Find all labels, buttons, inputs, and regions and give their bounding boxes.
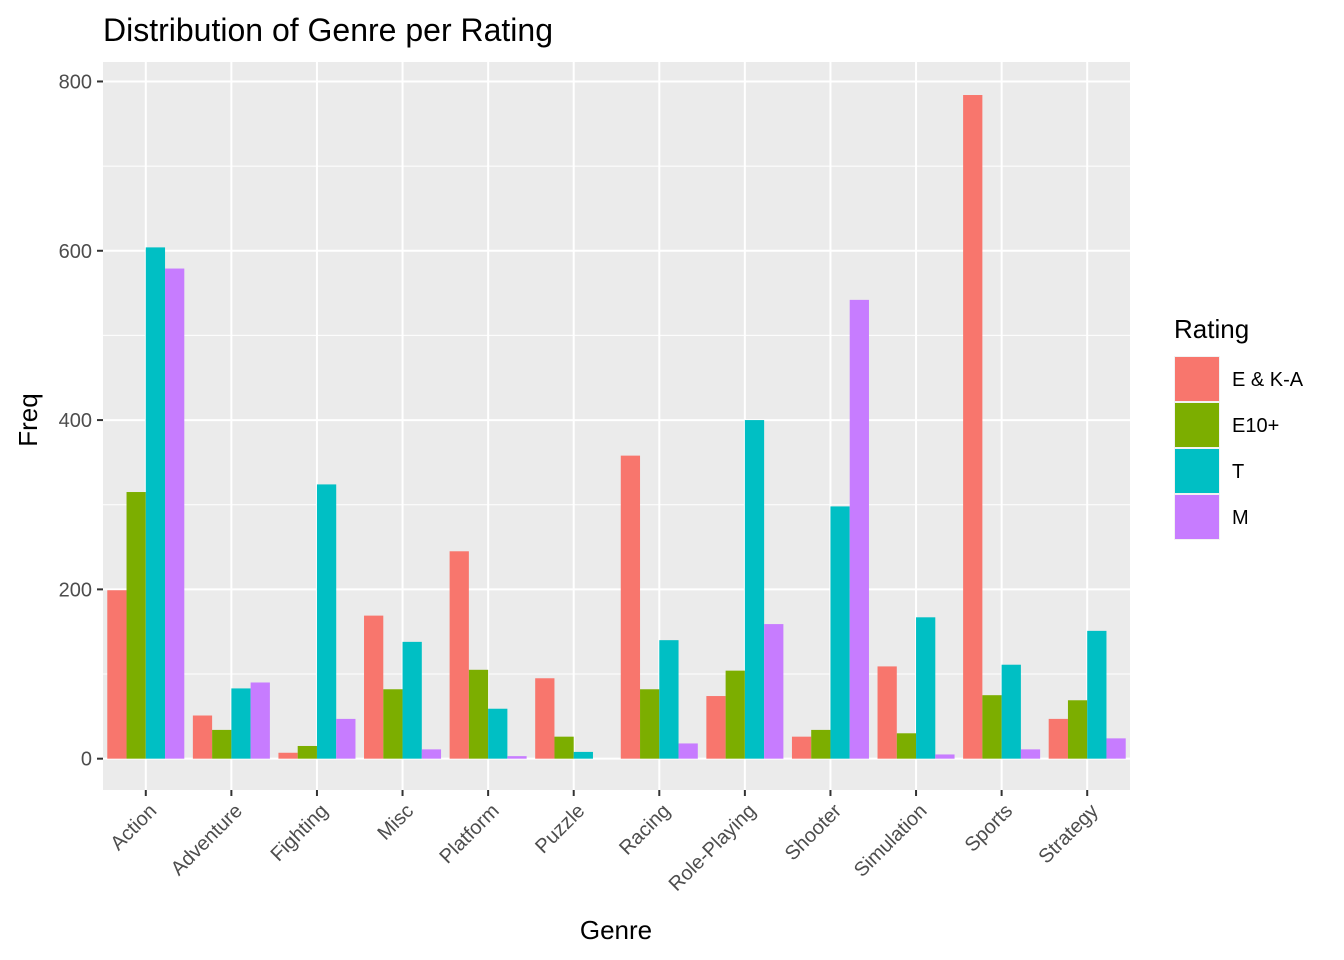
legend-swatch <box>1175 495 1219 539</box>
x-tick-label: Sports <box>961 800 1017 856</box>
x-tick-label: Action <box>106 800 161 855</box>
bar-m-platform <box>507 756 527 759</box>
bar-m-role-playing <box>764 624 784 759</box>
bar-t-simulation <box>916 617 936 759</box>
bar-m-fighting <box>336 718 356 759</box>
bar-e-k-a-sports <box>963 95 983 759</box>
x-tick-label: Strategy <box>1035 800 1103 868</box>
x-axis: Action Adventure Fighting Misc Platform Puzzl… <box>106 790 1103 896</box>
x-tick-label: Puzzle <box>531 800 589 858</box>
bar-t-misc <box>402 641 422 759</box>
bar-m-misc <box>421 749 442 759</box>
bar-t-puzzle <box>573 751 593 759</box>
bar-e10--fighting <box>297 745 317 759</box>
bar-e10--strategy <box>1067 700 1088 759</box>
bar-e10--racing <box>640 689 660 759</box>
bar-t-adventure <box>231 688 251 759</box>
bar-m-sports <box>1020 749 1041 759</box>
bar-e-k-a-puzzle <box>535 678 555 759</box>
bar-e-k-a-simulation <box>877 666 897 759</box>
x-axis-title: Genre <box>580 915 652 945</box>
bar-m-shooter <box>849 299 869 759</box>
bar-e-k-a-racing <box>620 455 641 759</box>
bar-m-action <box>165 268 185 759</box>
y-tick-label: 200 <box>59 579 92 601</box>
bar-e-k-a-role-playing <box>706 696 726 759</box>
chart-title: Distribution of Genre per Rating <box>103 12 553 48</box>
y-tick-label: 800 <box>59 71 92 93</box>
bar-t-shooter <box>830 506 850 759</box>
bar-e-k-a-misc <box>364 615 384 759</box>
bar-e10--adventure <box>212 729 232 759</box>
y-axis: 0 200 400 600 800 <box>59 71 103 771</box>
bar-e10--platform <box>468 669 489 759</box>
x-tick-label: Platform <box>435 800 503 868</box>
x-tick-label: Shooter <box>781 800 846 865</box>
panel-background <box>103 62 1130 790</box>
bar-e-k-a-fighting <box>278 752 298 759</box>
bar-e10--action <box>126 492 146 759</box>
y-tick-label: 400 <box>59 410 92 432</box>
bar-e10--role-playing <box>725 670 745 759</box>
x-tick-label: Fighting <box>267 800 333 866</box>
bar-e-k-a-adventure <box>192 715 213 759</box>
bar-m-racing <box>678 743 698 759</box>
y-tick-label: 0 <box>81 749 92 771</box>
x-tick-label: Adventure <box>167 800 247 880</box>
bar-t-sports <box>1001 664 1021 759</box>
bar-t-action <box>145 247 166 759</box>
bar-e-k-a-platform <box>449 551 469 759</box>
legend-label: M <box>1232 507 1249 529</box>
bar-e-k-a-shooter <box>791 736 812 759</box>
legend-label: T <box>1232 461 1244 483</box>
x-tick-label: Simulation <box>850 800 932 882</box>
x-tick-label: Misc <box>373 800 418 845</box>
y-axis-title: Freq <box>13 393 43 446</box>
legend-label: E & K-A <box>1232 369 1304 391</box>
bar-m-adventure <box>250 682 270 759</box>
legend-swatch <box>1175 357 1219 401</box>
legend-label: E10+ <box>1232 415 1279 437</box>
bar-t-strategy <box>1087 630 1107 759</box>
bar-e-k-a-strategy <box>1048 718 1068 759</box>
plot-panel <box>103 62 1130 790</box>
bar-e10--sports <box>982 695 1002 759</box>
legend: Rating E & K-A E10+ T M <box>1174 314 1304 540</box>
legend-swatch <box>1175 449 1219 493</box>
bar-e-k-a-action <box>107 590 127 759</box>
bar-t-fighting <box>316 484 337 759</box>
legend-swatch <box>1175 403 1219 447</box>
bar-e10--shooter <box>811 729 831 759</box>
x-tick-label: Racing <box>615 800 675 860</box>
bar-m-strategy <box>1106 738 1126 759</box>
x-tick-label: Role-Playing <box>665 800 761 896</box>
y-tick-label: 600 <box>59 241 92 263</box>
legend-title: Rating <box>1174 314 1249 344</box>
bar-e10--simulation <box>896 733 917 759</box>
bar-t-role-playing <box>744 420 765 759</box>
bar-e10--puzzle <box>554 736 574 759</box>
bar-t-platform <box>488 708 508 759</box>
bar-t-racing <box>659 640 679 759</box>
bar-e10--misc <box>383 689 403 759</box>
bar-m-simulation <box>935 754 955 759</box>
